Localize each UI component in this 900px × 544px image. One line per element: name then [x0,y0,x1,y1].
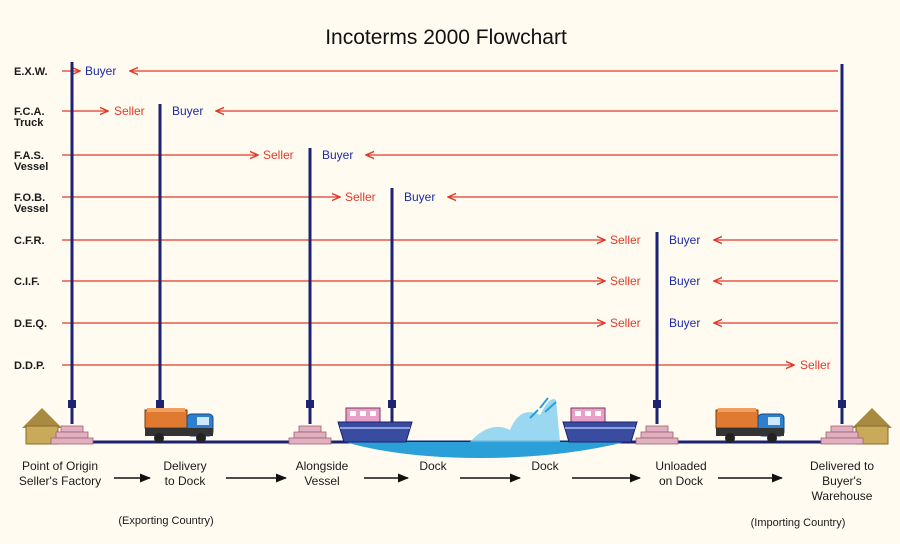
truck-icon-import [715,408,785,443]
stage-label-line2: to Dock [165,474,207,488]
term-mode: Vessel [14,203,48,215]
responsibility-poles [68,62,846,424]
term-code: F.C.A. [14,106,45,118]
pole-cap [68,400,76,408]
stage-label-line2: Seller's Factory [19,474,101,488]
seller-label: Seller [263,148,294,162]
seller-label: Seller [610,316,641,330]
pallet-stack [50,425,94,445]
buyer-label: Buyer [669,316,700,330]
exporting-country-label: (Exporting Country) [118,515,213,527]
water [345,442,625,458]
pallet-stack [288,425,332,445]
factory-house [22,408,62,445]
term-code: E.X.W. [14,66,48,78]
pole-cap [306,400,314,408]
stage-label-line1: Dock [419,459,447,473]
term-row: D.D.P. Seller [14,358,831,372]
truck-icon-export [144,408,214,443]
seller-label: Seller [345,190,376,204]
term-mode: Vessel [14,161,48,173]
buyer-label: Buyer [669,233,700,247]
ship-icon-export [337,407,413,443]
chart-title: Incoterms 2000 Flowchart [325,26,567,49]
stage-label-line2: Vessel [304,474,339,488]
wave-splash [470,399,560,442]
term-mode: Truck [14,117,44,129]
wave-spray [529,397,557,419]
stage-label-line1: Delivery [163,459,206,473]
stage-label: Dock [419,459,447,473]
buyer-label: Buyer [85,64,116,78]
stage-label-line1: Dock [531,459,559,473]
pallets [50,425,864,445]
term-code: F.A.S. [14,150,44,162]
pole-cap [156,400,164,408]
term-row: F.A.S.Vessel Seller Buyer [14,148,838,173]
stage-label: Dock [531,459,559,473]
buyer-label: Buyer [172,104,203,118]
term-row: C.I.F. Seller Buyer [14,274,838,288]
buyer-label: Buyer [669,274,700,288]
stage-label-line1: Alongside [296,459,349,473]
stage-label-line2: Buyer's [822,474,862,488]
term-code: F.O.B. [14,192,45,204]
buyer-label: Buyer [322,148,353,162]
seller-label: Seller [610,274,641,288]
ship-icon-import [562,407,638,443]
stage-label-line1: Delivered to [810,459,874,473]
seller-label: Seller [114,104,145,118]
seller-label: Seller [610,233,641,247]
stage-label-line1: Unloaded [655,459,706,473]
importing-country-label: (Importing Country) [751,517,846,529]
term-code: D.D.P. [14,360,45,372]
pallet-stack [820,425,864,445]
pole-cap [653,400,661,408]
term-row: F.C.A.Truck Seller Buyer [14,104,838,129]
term-row: C.F.R. Seller Buyer [14,233,838,247]
term-row: F.O.B.Vessel Seller Buyer [14,190,838,215]
seller-label: Seller [800,358,831,372]
pole-cap [388,400,396,408]
pallet-stack [635,425,679,445]
term-code: D.E.Q. [14,318,47,330]
term-row: D.E.Q. Seller Buyer [14,316,838,330]
stage-label-line3: Warehouse [812,489,873,503]
pole-cap [838,400,846,408]
term-code: C.I.F. [14,276,40,288]
stage-label-line1: Point of Origin [22,459,98,473]
term-row: E.X.W. Buyer [14,64,838,78]
stage-label-line2: on Dock [659,474,704,488]
term-code: C.F.R. [14,235,45,247]
buyer-label: Buyer [404,190,435,204]
